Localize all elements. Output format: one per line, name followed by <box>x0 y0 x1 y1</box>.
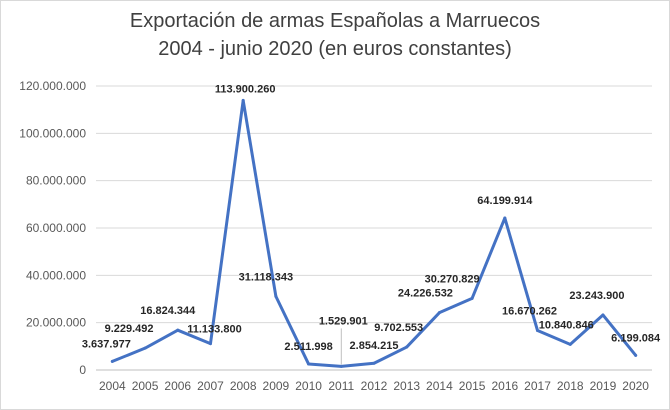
data-point <box>601 313 605 317</box>
chart-subtitle: 2004 - junio 2020 (en euros constantes) <box>158 38 512 60</box>
x-tick-label: 2006 <box>164 379 191 393</box>
x-tick-label: 2012 <box>361 379 388 393</box>
x-tick-label: 2015 <box>459 379 486 393</box>
data-point <box>634 353 638 357</box>
data-point <box>208 342 212 346</box>
data-point <box>307 362 311 366</box>
data-label: 2.511.998 <box>284 341 332 353</box>
y-tick-label: 100.000.000 <box>19 126 86 140</box>
x-tick-label: 2019 <box>590 379 617 393</box>
x-tick-label: 2004 <box>99 379 126 393</box>
x-tick-label: 2005 <box>132 379 159 393</box>
data-point <box>176 328 180 332</box>
data-label: 16.670.262 <box>502 306 557 318</box>
data-point <box>470 296 474 300</box>
data-label: 11.133.800 <box>187 324 241 336</box>
data-label: 2.854.215 <box>350 340 399 352</box>
x-tick-label: 2010 <box>295 379 322 393</box>
data-point <box>372 361 376 365</box>
x-tick-label: 2020 <box>622 379 649 393</box>
data-label: 9.702.553 <box>374 322 423 334</box>
data-point <box>503 216 507 220</box>
x-tick-label: 2017 <box>524 379 551 393</box>
data-label: 10.840.846 <box>539 319 594 331</box>
data-point <box>568 342 572 346</box>
data-label: 6.199.084 <box>611 332 661 344</box>
y-tick-label: 0 <box>79 363 86 377</box>
data-label: 64.199.914 <box>477 195 533 207</box>
x-tick-label: 2011 <box>328 379 354 393</box>
data-label: 1.529.901 <box>319 315 368 327</box>
chart-title: Exportación de armas Españolas a Marruec… <box>129 10 541 32</box>
data-point <box>274 294 278 298</box>
y-tick-label: 120.000.000 <box>19 79 86 93</box>
data-label: 9.229.492 <box>105 323 154 335</box>
data-point <box>241 98 245 102</box>
x-tick-label: 2009 <box>263 379 290 393</box>
x-tick-label: 2014 <box>426 379 453 393</box>
data-point <box>405 345 409 349</box>
data-point <box>143 346 147 350</box>
y-tick-label: 40.000.000 <box>26 268 86 282</box>
x-tick-label: 2008 <box>230 379 257 393</box>
y-tick-label: 20.000.000 <box>26 316 86 330</box>
data-label: 30.270.829 <box>425 273 480 285</box>
data-label: 23.243.900 <box>569 290 624 302</box>
data-label: 24.226.532 <box>398 288 453 300</box>
x-tick-label: 2016 <box>491 379 518 393</box>
x-tick-label: 2007 <box>197 379 224 393</box>
data-label: 31.118.343 <box>239 271 293 283</box>
data-label: 3.637.977 <box>82 338 131 350</box>
x-tick-label: 2018 <box>557 379 584 393</box>
data-label: 113.900.260 <box>215 83 276 95</box>
data-point <box>437 311 441 315</box>
data-point <box>110 359 114 363</box>
data-label: 16.824.344 <box>140 305 196 317</box>
y-tick-label: 60.000.000 <box>26 221 86 235</box>
data-point <box>339 364 343 368</box>
x-tick-label: 2013 <box>393 379 420 393</box>
data-point <box>536 329 540 333</box>
y-tick-label: 80.000.000 <box>26 174 86 188</box>
